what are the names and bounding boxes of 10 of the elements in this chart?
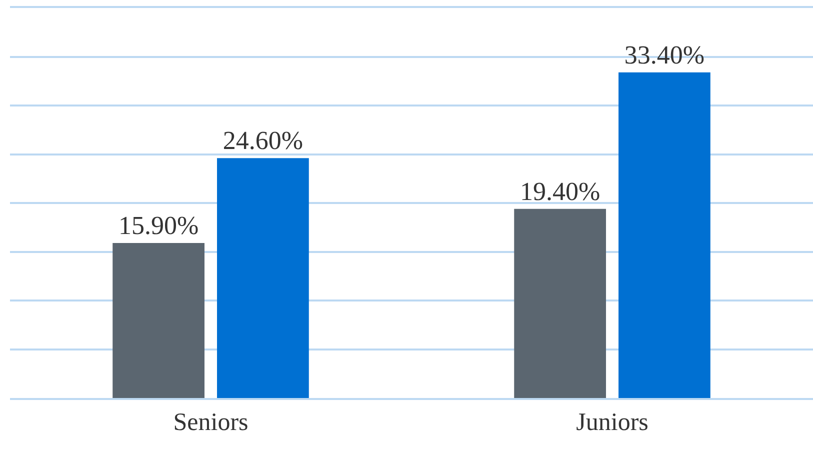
data-label: 24.60% bbox=[222, 126, 304, 156]
bar bbox=[618, 72, 710, 398]
data-label: 15.90% bbox=[118, 210, 199, 240]
x-tick-label: Juniors bbox=[576, 408, 648, 436]
bar bbox=[514, 208, 606, 398]
data-label: 19.40% bbox=[520, 176, 600, 206]
x-tick-label: Seniors bbox=[173, 408, 248, 436]
bar bbox=[217, 158, 309, 398]
data-label: 33.40% bbox=[624, 40, 705, 70]
bar bbox=[112, 242, 204, 398]
